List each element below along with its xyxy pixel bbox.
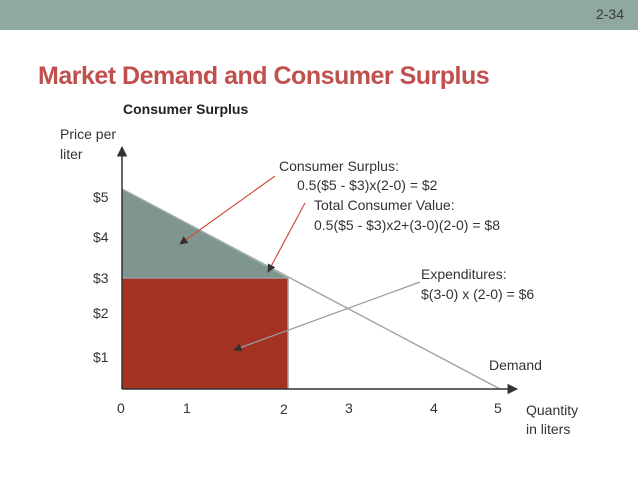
price-tick: $4 <box>93 229 109 245</box>
price-tick: $1 <box>93 349 109 365</box>
quantity-tick: 3 <box>345 400 353 416</box>
price-tick: $5 <box>93 189 109 205</box>
slide-title: Market Demand and Consumer Surplus <box>38 62 490 90</box>
header-bar <box>0 0 638 30</box>
expenditure-arrow <box>233 281 421 352</box>
x-axis-label-line1: Quantity <box>526 402 579 418</box>
expenditures-title: Expenditures: <box>421 266 507 282</box>
price-tick: $2 <box>93 305 109 321</box>
consumer-surplus-formula: 0.5($5 - $3)x(2-0) = $2 <box>297 177 438 193</box>
total-value-title: Total Consumer Value: <box>314 197 455 213</box>
slide-number: 2-34 <box>595 6 624 22</box>
quantity-tick: 1 <box>183 400 191 416</box>
total-value-arrow <box>267 202 306 273</box>
consumer-surplus-arrow <box>179 175 276 245</box>
quantity-tick: 2 <box>280 401 288 417</box>
y-axis-label-line1: Price per <box>60 126 117 142</box>
chart-subtitle: Consumer Surplus <box>123 101 249 117</box>
consumer-surplus-title: Consumer Surplus: <box>279 158 399 174</box>
total-value-formula: 0.5($5 - $3)x2+(3-0)(2-0) = $8 <box>314 217 500 233</box>
expenditure-area <box>122 278 288 389</box>
y-axis-label-line2: liter <box>60 146 83 162</box>
quantity-tick: 0 <box>117 400 125 416</box>
x-axis-label-line2: in liters <box>526 421 571 437</box>
expenditures-formula: $(3-0) x (2-0) = $6 <box>421 286 535 302</box>
quantity-tick: 5 <box>494 400 502 416</box>
demand-line <box>121 188 501 390</box>
quantity-tick: 4 <box>430 400 438 416</box>
demand-label: Demand <box>489 357 542 373</box>
price-tick: $3 <box>93 270 109 286</box>
